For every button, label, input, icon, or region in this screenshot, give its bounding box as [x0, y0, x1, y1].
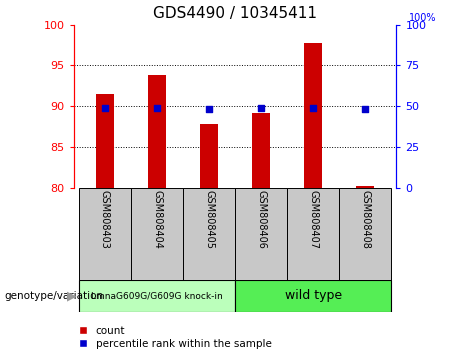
- Bar: [252, 113, 270, 188]
- Point: [206, 106, 213, 112]
- Bar: [356, 186, 374, 188]
- Text: GSM808404: GSM808404: [152, 190, 162, 249]
- Text: GSM808408: GSM808408: [360, 190, 370, 249]
- Bar: [304, 43, 322, 188]
- Text: wild type: wild type: [284, 289, 342, 302]
- Point: [257, 105, 265, 111]
- Text: GSM808406: GSM808406: [256, 190, 266, 249]
- Bar: [200, 124, 218, 188]
- Text: ▶: ▶: [67, 289, 76, 302]
- Text: GSM808405: GSM808405: [204, 190, 214, 249]
- Point: [361, 106, 369, 112]
- Point: [309, 105, 317, 111]
- Point: [101, 105, 109, 111]
- Text: LmnaG609G/G609G knock-in: LmnaG609G/G609G knock-in: [91, 291, 223, 300]
- Bar: [183, 188, 235, 280]
- Bar: [235, 280, 391, 312]
- Bar: [339, 188, 391, 280]
- Y-axis label: 100%: 100%: [408, 13, 436, 23]
- Point: [154, 105, 161, 111]
- Bar: [235, 188, 287, 280]
- Text: GSM808403: GSM808403: [100, 190, 110, 249]
- Bar: [131, 188, 183, 280]
- Bar: [96, 94, 114, 188]
- Bar: [79, 280, 235, 312]
- Text: GSM808407: GSM808407: [308, 190, 318, 249]
- Text: genotype/variation: genotype/variation: [5, 291, 104, 301]
- Bar: [287, 188, 339, 280]
- Legend: count, percentile rank within the sample: count, percentile rank within the sample: [79, 326, 272, 349]
- Title: GDS4490 / 10345411: GDS4490 / 10345411: [153, 6, 317, 21]
- Bar: [148, 75, 166, 188]
- Bar: [79, 188, 131, 280]
